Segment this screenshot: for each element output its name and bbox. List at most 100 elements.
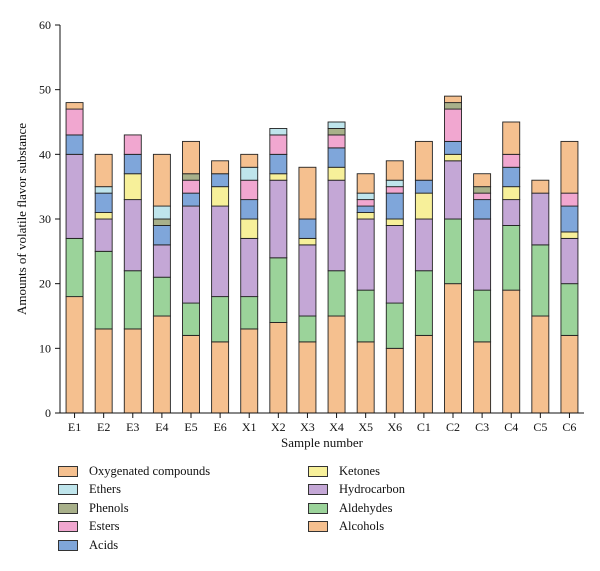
bar-segment-oxygenated-compounds [414, 140, 433, 181]
bar-segment-oxygenated-compounds [356, 173, 375, 194]
bar-segment-aldehydes [240, 296, 259, 330]
bar-segment-acids [152, 225, 171, 246]
bar-segment-acids [385, 192, 404, 220]
bar-segment-ethers [327, 121, 346, 129]
bar-segment-acids [240, 199, 259, 220]
legend-label: Acids [89, 537, 119, 552]
bar-segment-ketones [385, 218, 404, 226]
legend-label: Alcohols [339, 519, 385, 533]
legend-item-phenols: Phenols [58, 499, 129, 517]
bar-segment-esters [560, 192, 579, 207]
bar-segment-oxygenated-compounds [502, 121, 521, 155]
bar-segment-hydrocarbon [182, 205, 200, 304]
bar-segment-aldehydes [414, 270, 433, 336]
bar-segment-alcohols [414, 334, 433, 414]
bar-segment-ethers [385, 179, 404, 188]
bar-segment-aldehydes [152, 276, 171, 317]
x-tick-label: E5 [184, 420, 197, 434]
bar-segment-phenols [473, 186, 492, 194]
y-tick-label: 30 [39, 212, 51, 226]
bar-segment-alcohols [502, 289, 521, 414]
y-tick-label: 0 [45, 406, 51, 420]
bar-segment-acids [502, 166, 521, 188]
bar-segment-ketones [123, 173, 142, 201]
bar-segment-ketones [356, 212, 375, 220]
legend-label: Aldehydes [339, 500, 393, 515]
bar-segment-alcohols [152, 315, 171, 414]
bar-segment-acids [414, 179, 433, 194]
legend-swatch [308, 465, 328, 477]
bar-stack-c6 [560, 140, 579, 414]
bar-segment-ethers [269, 128, 288, 136]
legend-swatch [58, 484, 78, 495]
bar-stack-c3 [473, 173, 492, 414]
bar-stack-e2 [94, 153, 113, 414]
bar-stack-c4 [502, 121, 521, 414]
bar-segment-oxygenated-compounds [152, 153, 171, 207]
bar-segment-oxygenated-compounds [240, 153, 259, 168]
legend-item-oxygenated-compounds: Oxygenated compounds [58, 462, 210, 480]
y-axis-title: Amounts of volatile flavor substance [14, 123, 29, 315]
bar-segment-alcohols [385, 347, 404, 414]
bar-stack-c5 [531, 179, 550, 414]
x-tick-label: C5 [533, 420, 547, 434]
x-ticks: E1 E2 E3 E4 E5 E6 X1 X2 X3 X4 X5 X6 C1 C2 C3 C4 C5 C6 [68, 413, 576, 434]
x-axis-title: Sample number [281, 435, 364, 450]
bar-stack-x2 [269, 128, 288, 414]
legend-label: Phenols [89, 500, 129, 515]
bar-segment-acids [269, 153, 288, 175]
bar-segment-aldehydes [211, 296, 230, 343]
bar-segment-acids [298, 218, 317, 239]
bar-segment-esters [123, 134, 142, 155]
bar-segment-alcohols [560, 334, 579, 414]
bar-segment-alcohols [94, 328, 113, 414]
legend-label: Esters [89, 519, 120, 533]
x-tick-label: X4 [329, 420, 344, 434]
bar-segment-acids [123, 153, 142, 175]
bar-segment-alcohols [65, 296, 84, 414]
bar-segment-aldehydes [94, 250, 113, 330]
bar-segment-acids [473, 199, 492, 220]
bar-segment-esters [65, 108, 84, 136]
bar-segment-esters [502, 153, 521, 168]
x-tick-label: X5 [358, 420, 373, 434]
bar-segment-acids [182, 192, 200, 207]
x-tick-label: C3 [475, 420, 489, 434]
legend-item-hydrocarbon: Hydrocarbon [308, 481, 405, 499]
bar-segment-alcohols [211, 341, 230, 414]
bar-stack-x4 [327, 121, 346, 414]
bar-segment-aldehydes [385, 302, 404, 349]
bar-stack-e5 [182, 140, 200, 414]
legend-swatch [308, 502, 328, 514]
bar-segment-oxygenated-compounds [444, 95, 462, 104]
x-tick-label: X2 [271, 420, 286, 434]
bar-stack-c2 [444, 95, 462, 414]
bar-segment-aldehydes [182, 302, 200, 336]
bar-segment-aldehydes [502, 225, 521, 291]
bar-segment-aldehydes [123, 270, 142, 330]
bar-segment-alcohols [327, 315, 346, 414]
bar-segment-esters [385, 186, 404, 194]
stacked-bar-chart: 0 10 20 30 40 50 60 E1 E2 E3 E4 E5 E6 X1 X2 X3 X4 X5 X6 C1… [14, 18, 584, 450]
bar-segment-ketones [298, 237, 317, 246]
bar-segment-hydrocarbon [152, 244, 171, 278]
bar-segment-oxygenated-compounds [560, 140, 579, 194]
bar-segment-alcohols [444, 283, 462, 414]
bar-segment-ketones [240, 218, 259, 239]
bar-segment-acids [356, 205, 375, 213]
bar-segment-phenols [327, 128, 346, 136]
bar-segment-aldehydes [298, 315, 317, 343]
bar-segment-hydrocarbon [473, 218, 492, 291]
bar-segment-aldehydes [473, 289, 492, 343]
bar-segment-esters [444, 108, 462, 142]
legend-label: Ethers [89, 482, 121, 496]
bar-segment-aldehydes [65, 237, 84, 298]
y-tick-label: 60 [39, 18, 51, 32]
x-tick-label: E6 [213, 420, 226, 434]
bar-stack-x6 [385, 160, 404, 414]
y-tick-label: 10 [39, 341, 51, 355]
x-tick-label: C1 [417, 420, 431, 434]
bar-segment-hydrocarbon [414, 218, 433, 272]
legend-swatch [58, 521, 78, 532]
bar-segment-alcohols [269, 322, 288, 414]
